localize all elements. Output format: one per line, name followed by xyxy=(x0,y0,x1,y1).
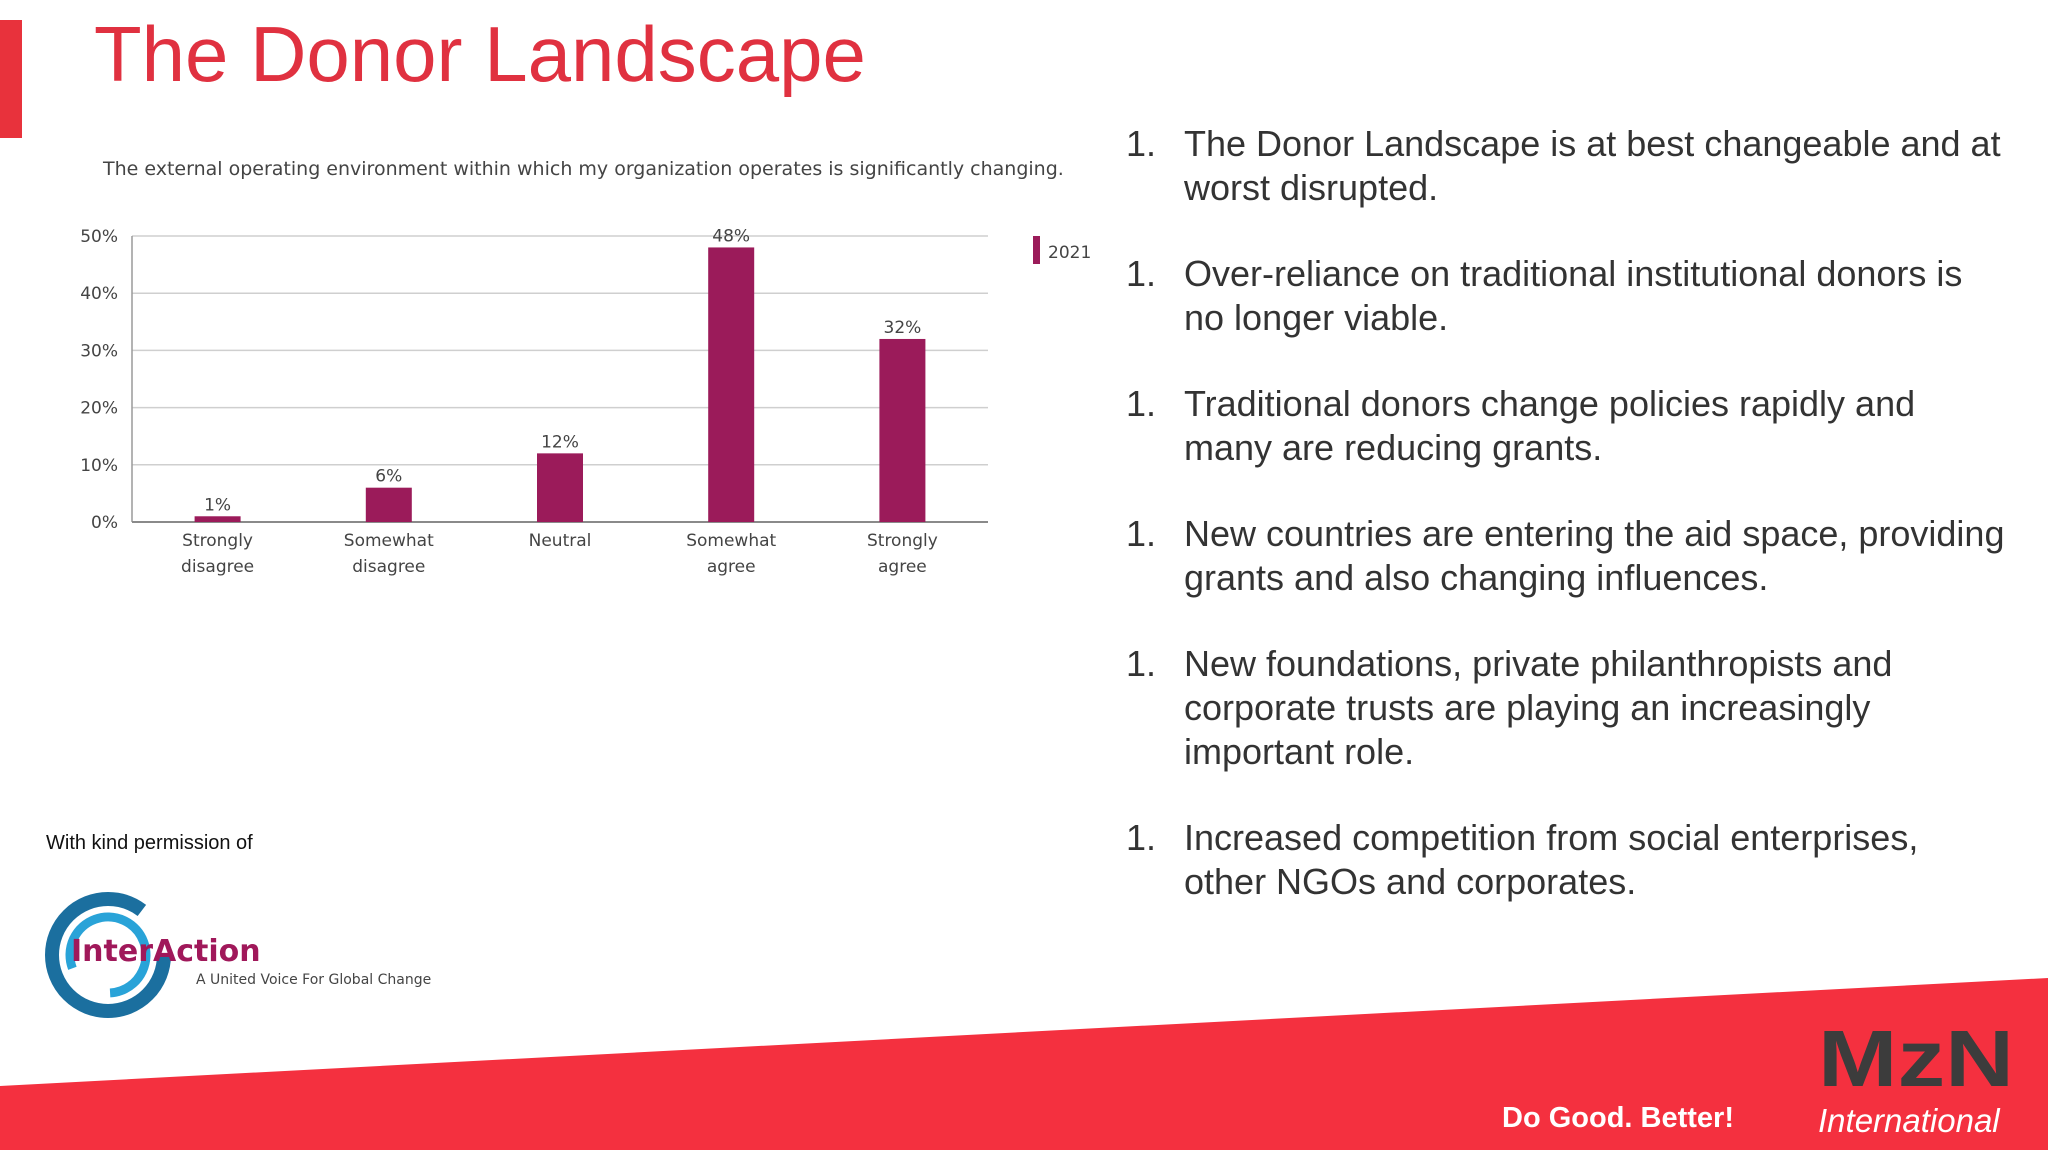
key-point-number: 1. xyxy=(1126,383,1157,424)
x-category-label: agree xyxy=(878,557,927,577)
x-category-label: agree xyxy=(707,557,756,577)
key-point: 1. New countries are entering the aid spa… xyxy=(1126,512,2026,600)
key-point-number: 1. xyxy=(1126,643,1157,684)
key-point-text: New countries are entering the aid space… xyxy=(1184,513,2005,554)
chart-axes: 0% 10% 20% 30% 40% 50% Strongly disagree Somewha… xyxy=(80,227,988,577)
bar-value-label: 6% xyxy=(375,467,402,487)
bar-value-label: 1% xyxy=(204,495,231,515)
key-point-text: important role. xyxy=(1184,731,1415,772)
bar xyxy=(194,516,241,522)
logo-tagline: A United Voice For Global Change xyxy=(196,972,431,988)
key-point-text: The Donor Landscape is at best changeabl… xyxy=(1184,123,2001,164)
x-category-label: disagree xyxy=(181,557,254,577)
key-point-text: many are reducing grants. xyxy=(1184,427,1603,468)
key-point: 1. Over-reliance on traditional instituti… xyxy=(1126,252,2026,340)
key-point-text: corporate trusts are playing an increasi… xyxy=(1184,687,1871,728)
x-category-label: Somewhat xyxy=(686,531,776,551)
bar xyxy=(365,487,412,522)
x-category-label: Strongly xyxy=(182,531,253,551)
legend-label: 2021 xyxy=(1048,243,1091,263)
y-tick-label: 0% xyxy=(91,513,118,533)
y-tick-label: 20% xyxy=(80,399,118,419)
legend-swatch xyxy=(1033,236,1040,264)
chart-area: The external operating environment withi… xyxy=(60,150,1100,590)
key-point-text: worst disrupted. xyxy=(1184,167,1439,208)
key-point-text: grants and also changing influences. xyxy=(1184,557,1769,598)
key-point-number: 1. xyxy=(1126,253,1157,294)
key-point-text: other NGOs and corporates. xyxy=(1184,861,1637,902)
y-tick-label: 40% xyxy=(80,284,118,304)
x-category-label: Somewhat xyxy=(344,531,434,551)
permission-text: With kind permission of xyxy=(46,832,253,854)
key-point-text: no longer viable. xyxy=(1184,297,1449,338)
chart-title: The external operating environment withi… xyxy=(102,158,1064,180)
key-point-number: 1. xyxy=(1126,123,1157,164)
bar xyxy=(537,453,583,522)
key-point: 1. Increased competition from social ente… xyxy=(1126,816,2026,904)
key-point-text: Increased competition from social enterp… xyxy=(1184,817,1919,858)
key-point-text: New foundations, private philanthropists… xyxy=(1184,643,1893,684)
bar-value-label: 32% xyxy=(884,318,922,338)
bar xyxy=(879,338,926,522)
x-category-label: Strongly xyxy=(867,531,938,551)
bar-chart: The external operating environment withi… xyxy=(80,158,1091,577)
bar-value-label: 12% xyxy=(541,432,579,452)
key-point-number: 1. xyxy=(1126,513,1157,554)
interaction-ring-icon: InterAction A United Voice For Global Ch… xyxy=(45,892,431,1018)
key-points-list: 1. The Donor Landscape is at best changea… xyxy=(1126,122,2026,946)
key-point-text: Over-reliance on traditional institution… xyxy=(1184,253,1963,294)
title-accent-bar xyxy=(0,20,22,138)
bar xyxy=(708,247,755,522)
key-point: 1. New foundations, private philanthropis… xyxy=(1126,642,2026,774)
y-tick-label: 10% xyxy=(80,456,118,476)
footer-tagline: Do Good. Better! xyxy=(1502,1102,1734,1134)
key-point: 1. Traditional donors change policies rap… xyxy=(1126,382,2026,470)
brand-wordmark: MzN xyxy=(1818,1024,2014,1094)
interaction-logo: InterAction A United Voice For Global Ch… xyxy=(44,890,444,1020)
bar-value-label: 48% xyxy=(712,226,750,246)
y-tick-label: 30% xyxy=(80,341,118,361)
key-point: 1. The Donor Landscape is at best changea… xyxy=(1126,122,2026,210)
key-point-text: Traditional donors change policies rapid… xyxy=(1184,383,1916,424)
x-category-label: Neutral xyxy=(529,531,592,551)
mzn-brand-logo: MzN xyxy=(1818,1024,2014,1094)
logo-wordmark: InterAction xyxy=(71,934,261,969)
key-point-number: 1. xyxy=(1126,817,1157,858)
x-category-label: disagree xyxy=(352,557,425,577)
chart-bars: 1% 6% 12% 48% 32% xyxy=(194,226,926,522)
slide-title: The Donor Landscape xyxy=(94,10,866,98)
chart-legend: 2021 xyxy=(1033,236,1091,264)
chart-gridlines xyxy=(132,235,988,466)
brand-subtitle: International xyxy=(1818,1102,2000,1139)
y-tick-label: 50% xyxy=(80,227,118,247)
